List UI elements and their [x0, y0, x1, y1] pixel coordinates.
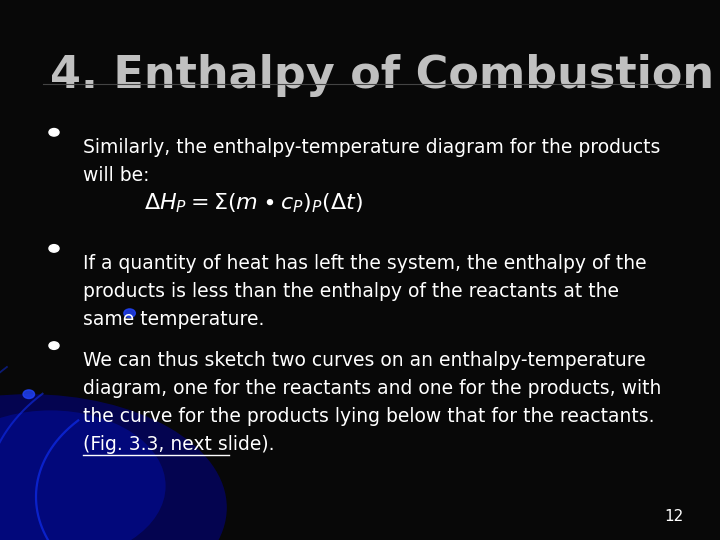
- Circle shape: [23, 390, 35, 399]
- Circle shape: [49, 342, 59, 349]
- Ellipse shape: [0, 410, 166, 540]
- Circle shape: [49, 129, 59, 136]
- Circle shape: [49, 245, 59, 252]
- Text: If a quantity of heat has left the system, the enthalpy of the: If a quantity of heat has left the syste…: [83, 254, 647, 273]
- Text: same temperature.: same temperature.: [83, 310, 264, 329]
- Circle shape: [124, 309, 135, 318]
- Ellipse shape: [0, 394, 227, 540]
- Text: (Fig. 3.3, next slide).: (Fig. 3.3, next slide).: [83, 435, 274, 454]
- Text: products is less than the enthalpy of the reactants at the: products is less than the enthalpy of th…: [83, 282, 618, 301]
- Text: the curve for the products lying below that for the reactants.: the curve for the products lying below t…: [83, 407, 654, 426]
- Text: will be:: will be:: [83, 166, 149, 185]
- Text: 4. Enthalpy of Combustion: 4. Enthalpy of Combustion: [50, 54, 714, 97]
- Text: diagram, one for the reactants and one for the products, with: diagram, one for the reactants and one f…: [83, 379, 661, 398]
- Text: $\Delta H_P = \Sigma(m \bullet c_P)_P(\Delta t)$: $\Delta H_P = \Sigma(m \bullet c_P)_P(\D…: [144, 191, 363, 215]
- Text: We can thus sketch two curves on an enthalpy-temperature: We can thus sketch two curves on an enth…: [83, 351, 646, 370]
- Text: 12: 12: [665, 509, 684, 524]
- Text: Similarly, the enthalpy-temperature diagram for the products: Similarly, the enthalpy-temperature diag…: [83, 138, 660, 157]
